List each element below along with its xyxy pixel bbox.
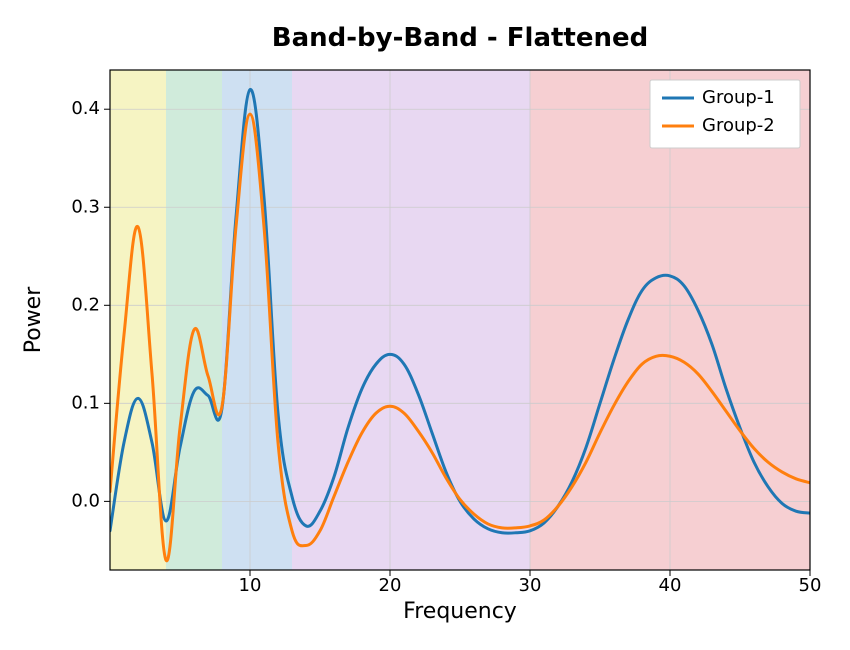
ytick-label: 0.4	[71, 98, 100, 119]
xtick-label: 20	[379, 575, 402, 596]
ytick-label: 0.1	[71, 392, 100, 413]
xtick-label: 30	[519, 575, 542, 596]
legend: Group-1 Group-2	[650, 80, 800, 148]
band-0	[110, 70, 166, 570]
legend-label-Group-2: Group-2	[702, 115, 775, 136]
xtick-label: 50	[799, 575, 822, 596]
ytick-label: 0.2	[71, 294, 100, 315]
chart-title: Band-by-Band - Flattened	[272, 23, 648, 53]
ytick-label: 0.0	[71, 490, 100, 511]
line-chart: 10 20 30 40 50 0.0 0.1 0.2 0.3 0.4 Frequency Power B…	[0, 0, 850, 650]
xtick-label: 40	[659, 575, 682, 596]
xtick-label: 10	[239, 575, 262, 596]
chart-container: 10 20 30 40 50 0.0 0.1 0.2 0.3 0.4 Frequency Power B…	[0, 0, 850, 650]
y-axis-label: Power	[21, 286, 46, 353]
x-axis-label: Frequency	[403, 599, 517, 624]
ytick-label: 0.3	[71, 196, 100, 217]
legend-label-Group-1: Group-1	[702, 87, 775, 108]
